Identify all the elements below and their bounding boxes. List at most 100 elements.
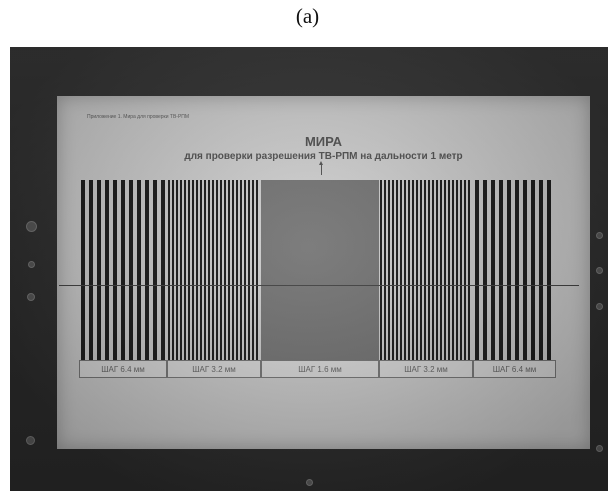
bar — [412, 180, 414, 360]
bar — [373, 180, 375, 360]
target-title: МИРА — [304, 134, 343, 149]
bar — [311, 180, 313, 360]
bar — [184, 180, 186, 360]
bar — [483, 180, 487, 360]
bar — [261, 180, 263, 360]
bar — [168, 180, 170, 360]
bar — [303, 180, 305, 360]
bar — [248, 180, 250, 360]
bar-segment-4 — [380, 180, 470, 360]
bar — [351, 180, 353, 360]
bar — [355, 180, 357, 360]
bar — [436, 180, 438, 360]
bar — [192, 180, 194, 360]
bar — [523, 180, 527, 360]
bar — [196, 180, 198, 360]
bar — [499, 180, 503, 360]
bar — [400, 180, 402, 360]
bar — [347, 180, 349, 360]
bar — [345, 180, 347, 360]
bar — [285, 180, 287, 360]
step-label-5: ШАГ 6.4 мм — [473, 360, 556, 378]
bar — [547, 180, 551, 360]
bar — [404, 180, 406, 360]
document-header: Приложение 1. Мира для проверки ТВ-РПМ — [87, 114, 190, 120]
bar — [440, 180, 442, 360]
bar — [293, 180, 295, 360]
bezel-button-1-icon — [28, 261, 35, 268]
bar — [188, 180, 190, 360]
bar — [176, 180, 178, 360]
bar — [331, 180, 333, 360]
step-label-1: ШАГ 6.4 мм — [79, 360, 167, 378]
bar — [252, 180, 254, 360]
bar — [301, 180, 303, 360]
bar — [220, 180, 222, 360]
bar — [424, 180, 426, 360]
bar — [460, 180, 462, 360]
bar — [428, 180, 430, 360]
bar — [341, 180, 343, 360]
bar — [295, 180, 297, 360]
bar — [172, 180, 174, 360]
bar — [327, 180, 329, 360]
bar — [256, 180, 258, 360]
bar — [232, 180, 234, 360]
bar — [228, 180, 230, 360]
bar — [277, 180, 279, 360]
bar — [279, 180, 281, 360]
bar — [329, 180, 331, 360]
bar — [105, 180, 109, 360]
bar — [289, 180, 291, 360]
figure-caption: (a) — [295, 4, 320, 28]
bar — [283, 180, 285, 360]
bar — [89, 180, 93, 360]
bezel-button-5-icon — [596, 267, 603, 274]
bar — [153, 180, 157, 360]
monitor-screen: Приложение 1. Мира для проверки ТВ-РПМ М… — [57, 96, 590, 449]
bar-segment-2 — [168, 180, 258, 360]
bar — [81, 180, 85, 360]
bar — [113, 180, 117, 360]
bar — [275, 180, 277, 360]
bar — [265, 180, 267, 360]
bezel-button-power-icon — [26, 221, 37, 232]
bar — [339, 180, 341, 360]
bar — [325, 180, 327, 360]
bezel-button-6-icon — [596, 303, 603, 310]
step-label-3: ШАГ 1.6 мм — [261, 360, 379, 378]
bar — [337, 180, 339, 360]
step-labels: ШАГ 6.4 мм ШАГ 3.2 мм ШАГ 1.6 мм ШАГ 3.2 мм… — [79, 360, 556, 378]
bar — [359, 180, 361, 360]
bar-segment-5 — [475, 180, 551, 360]
bar — [267, 180, 269, 360]
bar — [384, 180, 386, 360]
bar — [408, 180, 410, 360]
bar — [309, 180, 311, 360]
bar — [363, 180, 365, 360]
bezel-button-3-icon — [26, 436, 35, 445]
bar — [204, 180, 206, 360]
bar — [321, 180, 323, 360]
bar — [539, 180, 543, 360]
horizontal-reference-line — [59, 285, 579, 286]
bar — [377, 180, 379, 360]
bar — [507, 180, 511, 360]
bezel-button-4-icon — [596, 232, 603, 239]
step-label-2: ШАГ 3.2 мм — [167, 360, 261, 378]
bar — [208, 180, 210, 360]
bezel-button-2-icon — [27, 293, 35, 301]
bar — [392, 180, 394, 360]
bar — [353, 180, 355, 360]
bar — [369, 180, 371, 360]
bar — [420, 180, 422, 360]
bar — [361, 180, 363, 360]
monitor-photo: Приложение 1. Мира для проверки ТВ-РПМ М… — [10, 47, 608, 491]
arrow-up-icon — [319, 161, 323, 175]
bar — [315, 180, 317, 360]
bar — [396, 180, 398, 360]
bar — [464, 180, 466, 360]
bar — [281, 180, 283, 360]
bar — [349, 180, 351, 360]
